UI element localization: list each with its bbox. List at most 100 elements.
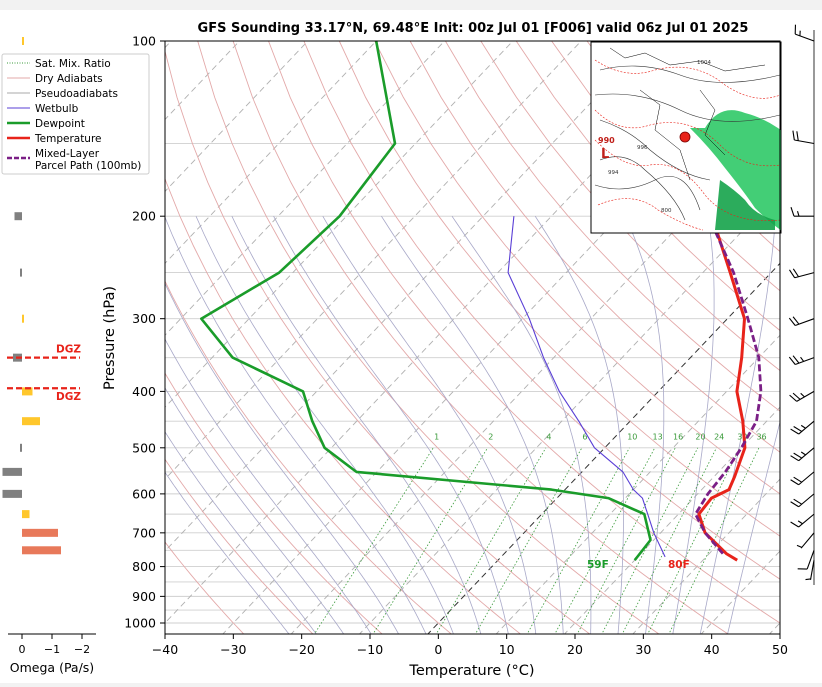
mixing-ratio-labels: 1 2 4 6 10 13 16 20 24 30 36: [434, 433, 767, 442]
dry-adiabat: [374, 41, 780, 495]
mixing-ratio-label: 2: [488, 433, 493, 442]
omega-bar: [2, 489, 22, 498]
omega-tick-label: −2: [74, 643, 90, 656]
inset-label: 1004: [697, 60, 711, 66]
x-tick-label: −10: [357, 642, 383, 657]
wind-barb-flag: [792, 355, 800, 364]
mixing-ratio-line: [435, 447, 547, 634]
precip-area-south: [715, 180, 775, 230]
pseudoadiabat: [534, 215, 624, 634]
dry-adiabat: [268, 41, 780, 624]
legend-label: Temperature: [34, 133, 102, 145]
pseudoadiabat: [322, 215, 537, 634]
mixing-ratio-label: 13: [653, 433, 663, 442]
x-tick-label: 40: [704, 642, 720, 657]
pseudoadiabat: [165, 431, 317, 634]
legend-box: [1, 53, 150, 175]
wind-barb-staff: [809, 560, 815, 580]
x-tick-label: −30: [220, 642, 246, 657]
inset-label: 800: [661, 208, 672, 214]
legend-label: Dry Adiabats: [35, 73, 103, 85]
x-tick-label: 20: [567, 642, 583, 657]
x-tick-label: 30: [635, 642, 651, 657]
omega-bar: [22, 387, 33, 396]
omega-bar: [22, 314, 24, 323]
wind-barb-staff: [794, 272, 815, 279]
mixing-ratio-label: 16: [673, 433, 683, 442]
y-tick-label: 200: [132, 209, 156, 224]
dry-adiabat: [165, 541, 245, 634]
y-tick-label: 800: [132, 559, 156, 574]
omega-bar: [20, 268, 22, 277]
y-tick-label: 600: [132, 486, 156, 501]
chart-title: GFS Sounding 33.17°N, 69.48°E Init: 00z …: [198, 21, 749, 36]
x-axis: −40 −30 −20 −10 0 10 20 30 40 50: [152, 634, 788, 657]
dry-adiabat: [165, 280, 452, 634]
omega-bar: [2, 467, 22, 476]
pseudoadiabat: [672, 216, 715, 634]
wind-barb-half-flag: [796, 211, 800, 217]
mixing-ratio-line: [372, 447, 488, 634]
omega-tick-label: −1: [44, 643, 60, 656]
location-marker-icon: [679, 131, 691, 143]
pseudoadiabat: [165, 471, 290, 634]
inset-label: 994: [608, 170, 619, 176]
wind-barb-staff: [796, 390, 815, 402]
wind-barbs: [788, 24, 815, 585]
wind-barb-staff: [806, 550, 815, 570]
x-axis-label: Temperature (°C): [408, 663, 534, 679]
wind-barb-flag: [792, 130, 795, 141]
dgz-label: DGZ: [56, 344, 81, 356]
inset-map: 1004 996 994 990 800 L: [590, 41, 782, 234]
isobar: [599, 119, 711, 181]
surface-dewpoint-label: 59F: [587, 559, 609, 571]
wind-barb-staff: [795, 357, 815, 366]
wind-barb-half-flag: [805, 578, 811, 581]
legend-label: Sat. Mix. Ratio: [35, 58, 111, 70]
omega-panel: DGZ DGZ 0 −1 −2 Omega (Pa/s): [2, 37, 96, 675]
thickness-contour: [597, 198, 704, 231]
mixing-ratio-line: [474, 447, 583, 634]
omega-bar: [22, 546, 61, 555]
dry-adiabat: [165, 372, 383, 634]
wind-barb-flag: [793, 452, 803, 459]
dry-adiabat: [480, 41, 780, 372]
wind-barb-flag: [790, 479, 799, 486]
wind-barb-flag: [796, 131, 799, 141]
wind-barb-staff: [794, 139, 815, 145]
pseudoadiabat: [195, 216, 454, 634]
bottom-strip: [0, 683, 822, 687]
x-tick-label: 0: [434, 642, 442, 657]
thickness-contour: [594, 59, 781, 99]
isobar: [594, 93, 781, 122]
plot-frame: [164, 40, 781, 635]
thickness-contour: [594, 139, 781, 221]
wind-barb-flag: [788, 317, 796, 326]
wind-barb-flag: [790, 207, 795, 217]
wind-barb-flag: [789, 394, 798, 402]
legend-label: Wetbulb: [35, 103, 79, 115]
dry-adiabat: [165, 458, 314, 634]
wind-barb-staff: [798, 493, 815, 508]
y-tick-label: 400: [132, 384, 156, 399]
dry-adiabat: [338, 41, 780, 537]
dgz-label: DGZ: [56, 391, 81, 403]
wind-barb-staff: [798, 447, 815, 462]
dry-adiabat: [551, 41, 780, 292]
border-line: [699, 89, 726, 156]
y-tick-label: 300: [132, 311, 156, 326]
mixing-ratio-label: 24: [714, 433, 724, 442]
omega-bar: [22, 37, 24, 45]
x-tick-label: 10: [499, 642, 515, 657]
omega-axis-label: Omega (Pa/s): [10, 660, 94, 675]
x-tick-label: 50: [772, 642, 788, 657]
wind-barb-half-flag: [800, 392, 805, 398]
wind-barb-flag: [793, 426, 803, 432]
y-tick-label: 100: [132, 34, 156, 49]
legend-label: Dewpoint: [35, 118, 85, 130]
y-tick-label: 900: [132, 589, 156, 604]
isotherm-line: [165, 41, 650, 552]
y-axis: 100 200 300 400 500 600 700 800 900 1000: [124, 34, 165, 631]
wind-barb-flag: [790, 501, 799, 508]
